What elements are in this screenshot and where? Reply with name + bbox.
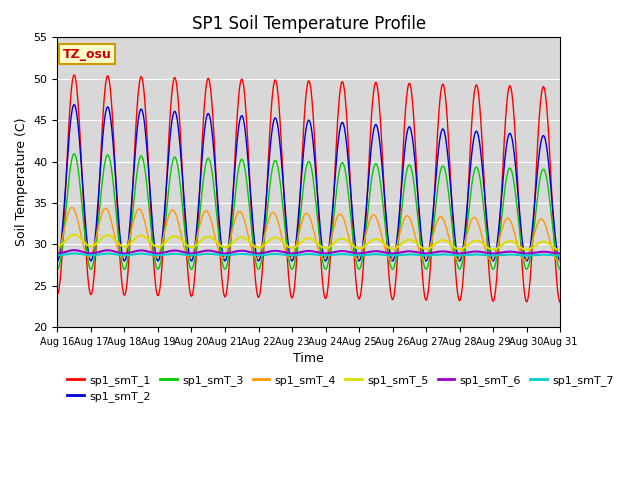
sp1_smT_4 (394, 241, 401, 247)
sp1_smT_3 (421, 265, 429, 271)
Line: sp1_smT_1: sp1_smT_1 (58, 75, 560, 302)
sp1_smT_5 (556, 247, 563, 253)
sp1_smT_1 (54, 291, 61, 297)
sp1_smT_5 (54, 243, 61, 249)
sp1_smT_4 (556, 256, 564, 262)
sp1_smT_6 (54, 251, 61, 256)
sp1_smT_7 (70, 251, 78, 256)
sp1_smT_4 (144, 232, 152, 238)
sp1_smT_5 (556, 247, 564, 253)
sp1_smT_6 (556, 251, 563, 256)
sp1_smT_2 (70, 102, 78, 108)
Title: SP1 Soil Temperature Profile: SP1 Soil Temperature Profile (192, 15, 426, 33)
sp1_smT_1 (450, 237, 458, 243)
sp1_smT_7 (394, 252, 401, 258)
sp1_smT_7 (290, 252, 298, 258)
Line: sp1_smT_4: sp1_smT_4 (58, 207, 560, 261)
sp1_smT_2 (394, 233, 401, 239)
sp1_smT_2 (54, 258, 61, 264)
sp1_smT_3 (54, 266, 61, 272)
sp1_smT_6 (144, 249, 152, 254)
sp1_smT_4 (68, 204, 76, 210)
sp1_smT_5 (144, 237, 152, 242)
sp1_smT_4 (556, 257, 564, 263)
sp1_smT_2 (144, 158, 152, 164)
sp1_smT_7 (556, 252, 563, 258)
sp1_smT_3 (290, 264, 298, 269)
sp1_smT_6 (70, 247, 78, 253)
sp1_smT_1 (144, 148, 152, 154)
sp1_smT_6 (290, 251, 298, 256)
sp1_smT_1 (394, 257, 401, 263)
sp1_smT_4 (421, 256, 429, 262)
Line: sp1_smT_2: sp1_smT_2 (58, 105, 560, 261)
sp1_smT_4 (290, 250, 298, 256)
sp1_smT_3 (70, 151, 78, 156)
sp1_smT_6 (556, 251, 564, 256)
sp1_smT_5 (450, 244, 458, 250)
sp1_smT_6 (450, 250, 458, 256)
sp1_smT_3 (450, 238, 458, 243)
sp1_smT_7 (144, 252, 152, 257)
sp1_smT_6 (421, 251, 429, 256)
sp1_smT_3 (144, 192, 152, 198)
sp1_smT_1 (556, 300, 564, 305)
sp1_smT_1 (70, 72, 78, 78)
Line: sp1_smT_6: sp1_smT_6 (58, 250, 560, 253)
Y-axis label: Soil Temperature (C): Soil Temperature (C) (15, 118, 28, 247)
sp1_smT_2 (556, 258, 563, 264)
sp1_smT_2 (290, 254, 298, 260)
X-axis label: Time: Time (293, 352, 324, 365)
sp1_smT_1 (290, 289, 298, 295)
sp1_smT_7 (54, 252, 61, 258)
sp1_smT_3 (556, 266, 563, 272)
sp1_smT_7 (421, 252, 429, 258)
sp1_smT_6 (394, 250, 401, 256)
sp1_smT_5 (290, 245, 298, 251)
Line: sp1_smT_5: sp1_smT_5 (58, 235, 560, 250)
sp1_smT_7 (450, 252, 458, 258)
sp1_smT_5 (421, 246, 429, 252)
sp1_smT_1 (556, 299, 563, 304)
sp1_smT_5 (394, 244, 401, 250)
sp1_smT_1 (421, 295, 429, 301)
sp1_smT_2 (421, 257, 429, 263)
sp1_smT_2 (556, 258, 564, 264)
sp1_smT_7 (556, 252, 564, 258)
Text: TZ_osu: TZ_osu (63, 48, 111, 60)
sp1_smT_4 (54, 252, 61, 258)
sp1_smT_3 (556, 266, 564, 272)
Line: sp1_smT_7: sp1_smT_7 (58, 253, 560, 255)
sp1_smT_5 (70, 232, 78, 238)
sp1_smT_4 (450, 252, 458, 258)
sp1_smT_4 (554, 258, 562, 264)
Line: sp1_smT_3: sp1_smT_3 (58, 154, 560, 269)
sp1_smT_2 (450, 221, 458, 227)
sp1_smT_3 (394, 247, 401, 253)
Legend: sp1_smT_1, sp1_smT_2, sp1_smT_3, sp1_smT_4, sp1_smT_5, sp1_smT_6, sp1_smT_7: sp1_smT_1, sp1_smT_2, sp1_smT_3, sp1_smT… (63, 371, 618, 407)
